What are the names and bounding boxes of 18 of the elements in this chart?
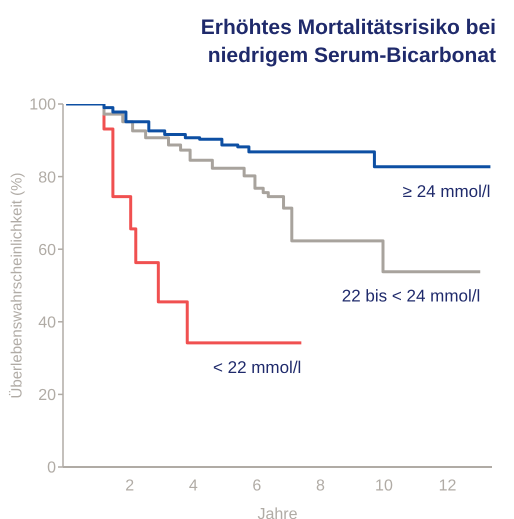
y-tick-label: 60 (38, 242, 56, 259)
x-tick-label: 10 (375, 477, 393, 494)
x-tick-label: 2 (125, 477, 134, 494)
y-tick-label: 80 (38, 169, 56, 186)
y-tick-label: 100 (29, 96, 56, 114)
y-tick-label: 0 (47, 460, 56, 477)
y-tick-label: 40 (38, 314, 56, 332)
y-axis-title: Überlebenswahrscheinlichkeit (%) (8, 172, 26, 398)
y-tick-label: 20 (38, 387, 56, 404)
series-label: < 22 mmol/l (212, 358, 302, 377)
series-label: 22 bis < 24 mmol/l (342, 286, 480, 306)
x-tick-label: 6 (252, 477, 262, 494)
series-label: ≥ 24 mmol/l (402, 182, 490, 201)
x-tick-label: 8 (316, 477, 325, 494)
x-tick-label: 4 (188, 477, 198, 494)
chart-title: Erhöhtes Mortalitätsrisiko bei niedrigem Serum-Bicarbonat (200, 15, 496, 69)
x-tick-label: 12 (438, 477, 457, 494)
x-axis-title: Jahre (257, 506, 298, 519)
